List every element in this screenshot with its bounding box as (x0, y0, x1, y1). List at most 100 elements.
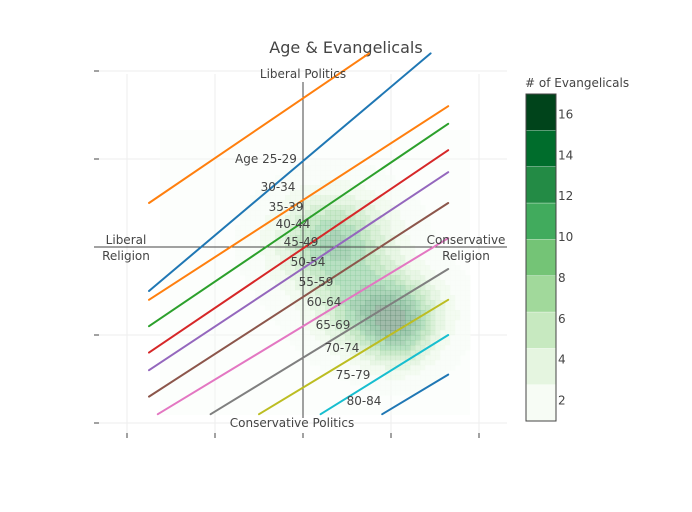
density-cell (290, 335, 296, 341)
density-cell (330, 240, 336, 246)
density-cell (405, 310, 411, 316)
density-cell (420, 255, 426, 261)
density-cell (440, 310, 446, 316)
density-cell (385, 220, 391, 226)
density-cell (305, 205, 311, 211)
density-cell (350, 295, 356, 301)
density-cell (460, 275, 466, 281)
density-cell (260, 270, 266, 276)
density-cell (420, 290, 426, 296)
density-cell (395, 290, 401, 296)
density-cell (390, 315, 396, 321)
density-cell (350, 210, 356, 216)
series-line-7 (156, 237, 450, 416)
density-cell (435, 260, 441, 266)
density-cell (245, 255, 251, 261)
density-cell (285, 185, 291, 191)
density-cell (340, 225, 346, 231)
density-cell (420, 210, 426, 216)
density-cell (325, 215, 331, 221)
density-cell (350, 280, 356, 286)
density-cell (430, 365, 436, 371)
density-cell (350, 215, 356, 221)
density-cell (255, 290, 261, 296)
density-cell (345, 170, 351, 176)
series-label-0: Age 25-29 (235, 152, 297, 166)
density-cell (360, 190, 366, 196)
density-cell (295, 345, 301, 351)
density-cell (305, 310, 311, 316)
density-cell (390, 230, 396, 236)
density-cell (370, 290, 376, 296)
density-cell (365, 185, 371, 191)
density-cell (320, 320, 326, 326)
density-cell (385, 355, 391, 361)
density-cell (370, 215, 376, 221)
density-cell (415, 345, 421, 351)
plot-area: Age 25-29 30-34 35-39 40-44 45-49 50-54 55-59 6… (94, 52, 507, 438)
density-cell (290, 165, 296, 171)
density-cell (415, 245, 421, 251)
density-cell (325, 220, 331, 226)
density-cell (375, 305, 381, 311)
density-cell (345, 225, 351, 231)
density-cell (315, 205, 321, 211)
density-cell (360, 370, 366, 376)
density-cell (290, 320, 296, 326)
density-cell (440, 355, 446, 361)
density-cell (260, 205, 266, 211)
density-cell (380, 250, 386, 256)
density-cell (335, 255, 341, 261)
axes (94, 70, 507, 438)
density-cell (425, 375, 431, 381)
density-cell (295, 185, 301, 191)
density-cell (350, 240, 356, 246)
density-cell (330, 210, 336, 216)
density-cell (405, 240, 411, 246)
density-cell (325, 270, 331, 276)
density-cell (380, 210, 386, 216)
density-cell (415, 200, 421, 206)
density-cell (260, 285, 266, 291)
density-cell (410, 375, 416, 381)
density-cell (375, 170, 381, 176)
density-cell (360, 275, 366, 281)
density-cell (345, 205, 351, 211)
density-cell (295, 320, 301, 326)
density-cell (440, 365, 446, 371)
density-cell (440, 255, 446, 261)
density-cell (315, 240, 321, 246)
density-cell (450, 285, 456, 291)
density-cell (290, 295, 296, 301)
density-cell (435, 355, 441, 361)
density-cell (315, 290, 321, 296)
density-cell (435, 365, 441, 371)
density-cell (350, 315, 356, 321)
density-cell (325, 180, 331, 186)
density-cell (455, 310, 461, 316)
density-cell (370, 175, 376, 181)
density-cell (385, 260, 391, 266)
density-cell (385, 230, 391, 236)
density-cell (305, 335, 311, 341)
density-cell (375, 330, 381, 336)
density-cell (440, 345, 446, 351)
density-cell (420, 295, 426, 301)
density-cell (360, 230, 366, 236)
density-cell (290, 215, 296, 221)
density-cell (315, 265, 321, 271)
density-cell (365, 250, 371, 256)
density-cell (380, 380, 386, 386)
density-cell (370, 330, 376, 336)
density-cell (290, 245, 296, 251)
density-cell (435, 280, 441, 286)
density-cell (390, 195, 396, 201)
density-cell (355, 245, 361, 251)
density-cell (290, 305, 296, 311)
density-cell (285, 200, 291, 206)
density-cell (325, 315, 331, 321)
density-cell (370, 210, 376, 216)
density-cell (340, 285, 346, 291)
density-cell (320, 270, 326, 276)
density-cell (455, 315, 461, 321)
